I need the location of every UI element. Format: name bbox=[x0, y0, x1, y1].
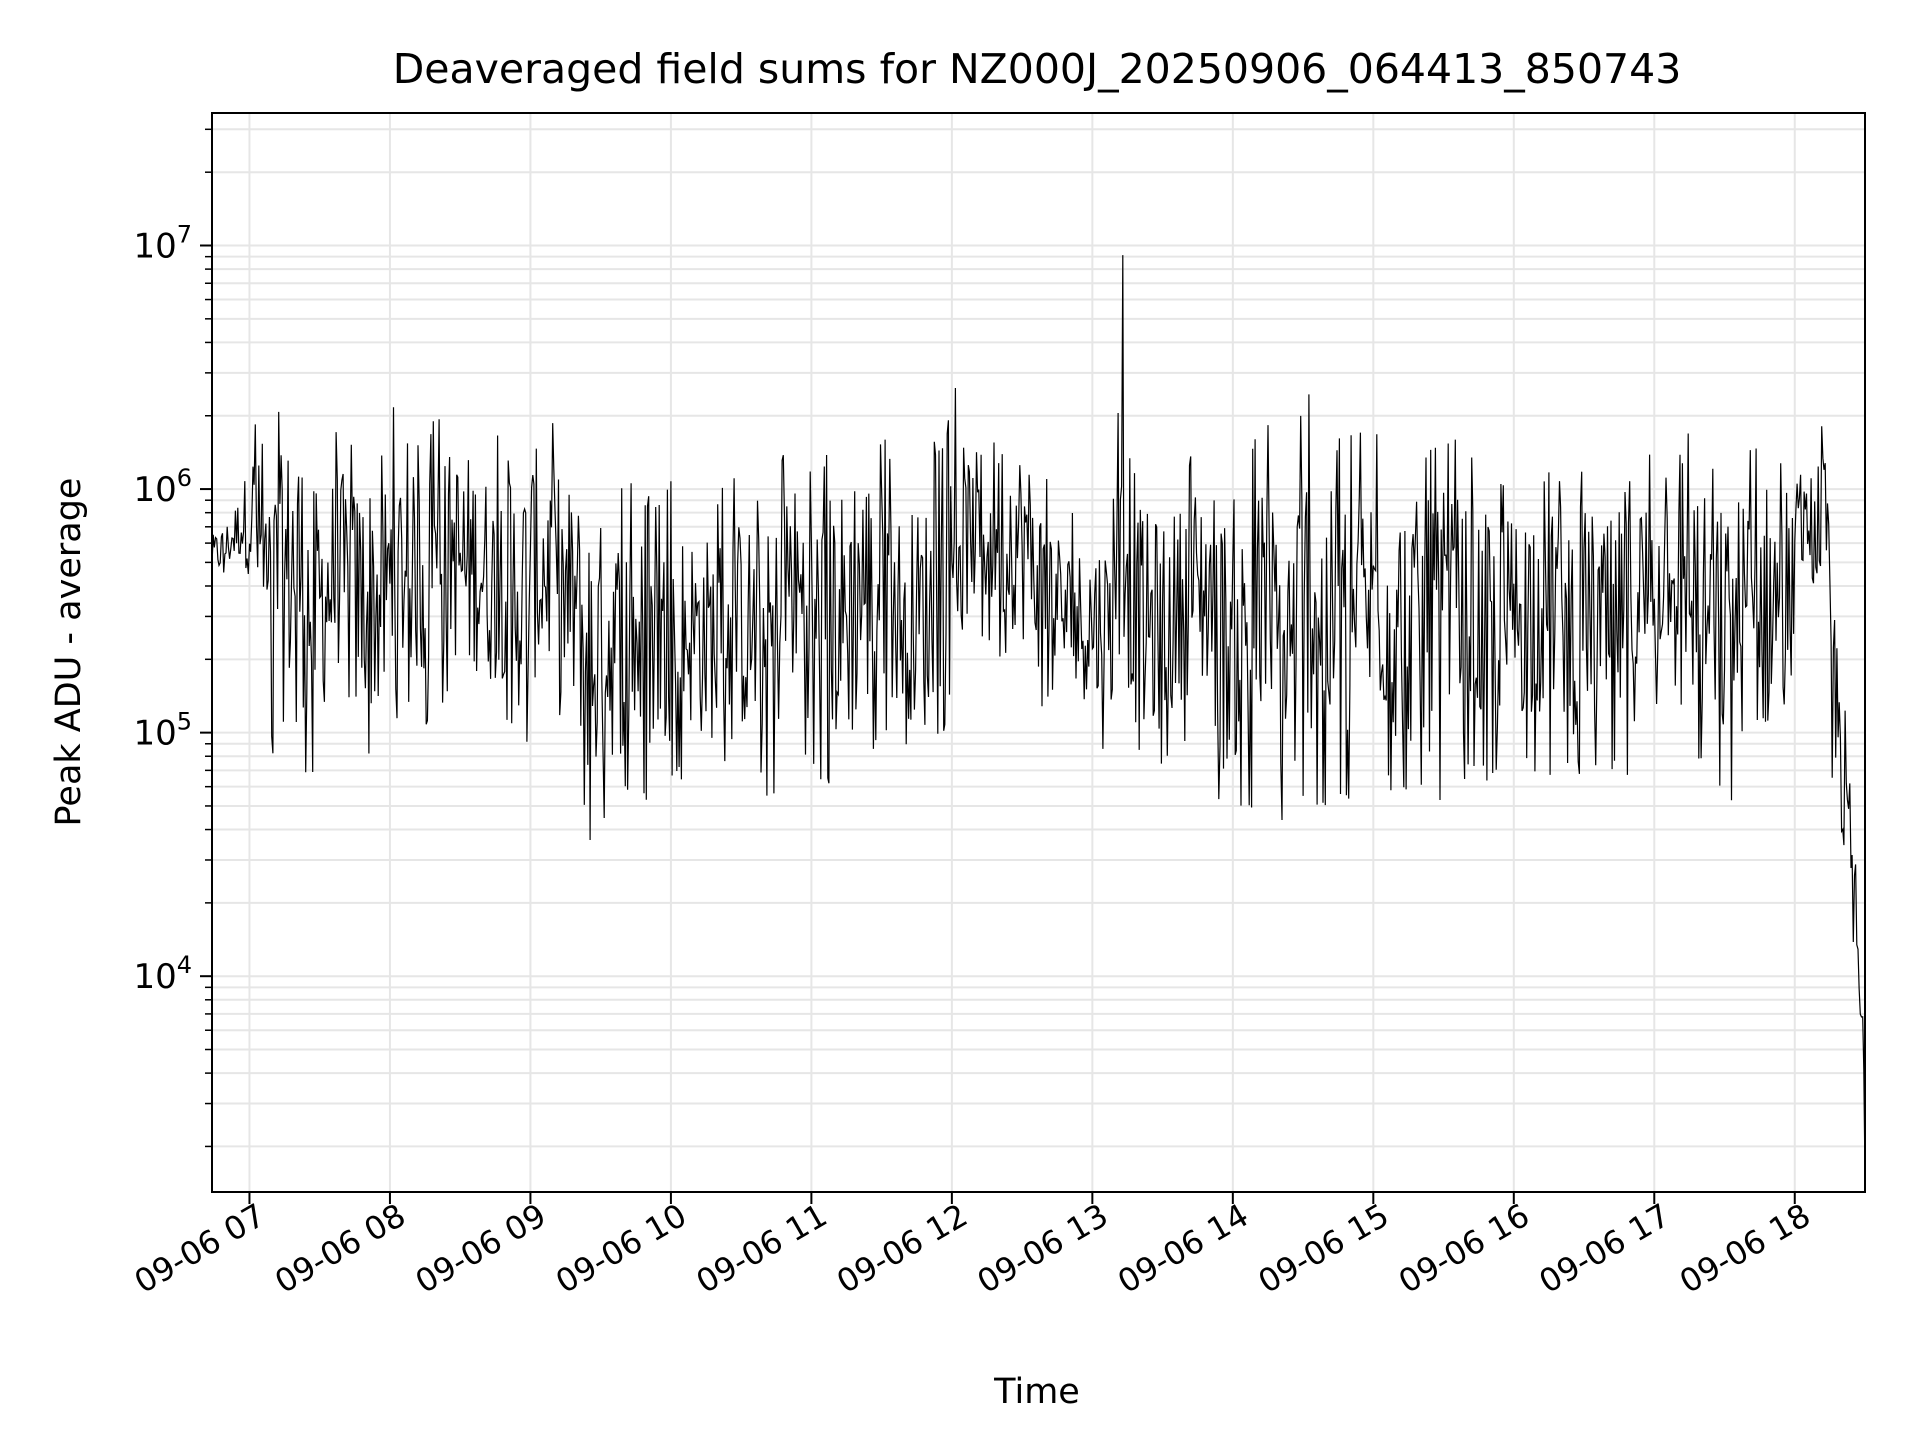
y-tick-label: 104 bbox=[133, 951, 192, 997]
y-tick-base: 10 bbox=[133, 957, 176, 997]
y-tick-exponent: 7 bbox=[177, 221, 192, 249]
x-axis-label: Time bbox=[993, 1372, 1080, 1412]
axes-frame bbox=[211, 112, 1866, 1193]
chart-title: Deaveraged field sums for NZ000J_2025090… bbox=[393, 45, 1682, 93]
series-line bbox=[211, 255, 1866, 1177]
y-tick-base: 10 bbox=[133, 470, 176, 510]
y-tick-label: 105 bbox=[133, 708, 192, 754]
y-tick-exponent: 5 bbox=[177, 708, 192, 736]
y-axis-label: Peak ADU - average bbox=[49, 478, 89, 827]
y-tick-base: 10 bbox=[133, 227, 176, 267]
y-tick-base: 10 bbox=[133, 714, 176, 754]
y-tick-label: 107 bbox=[133, 221, 192, 267]
y-tick-label: 106 bbox=[133, 464, 192, 510]
y-tick-exponent: 6 bbox=[177, 464, 192, 492]
series bbox=[211, 255, 1866, 1177]
y-tick-exponent: 4 bbox=[177, 951, 192, 979]
